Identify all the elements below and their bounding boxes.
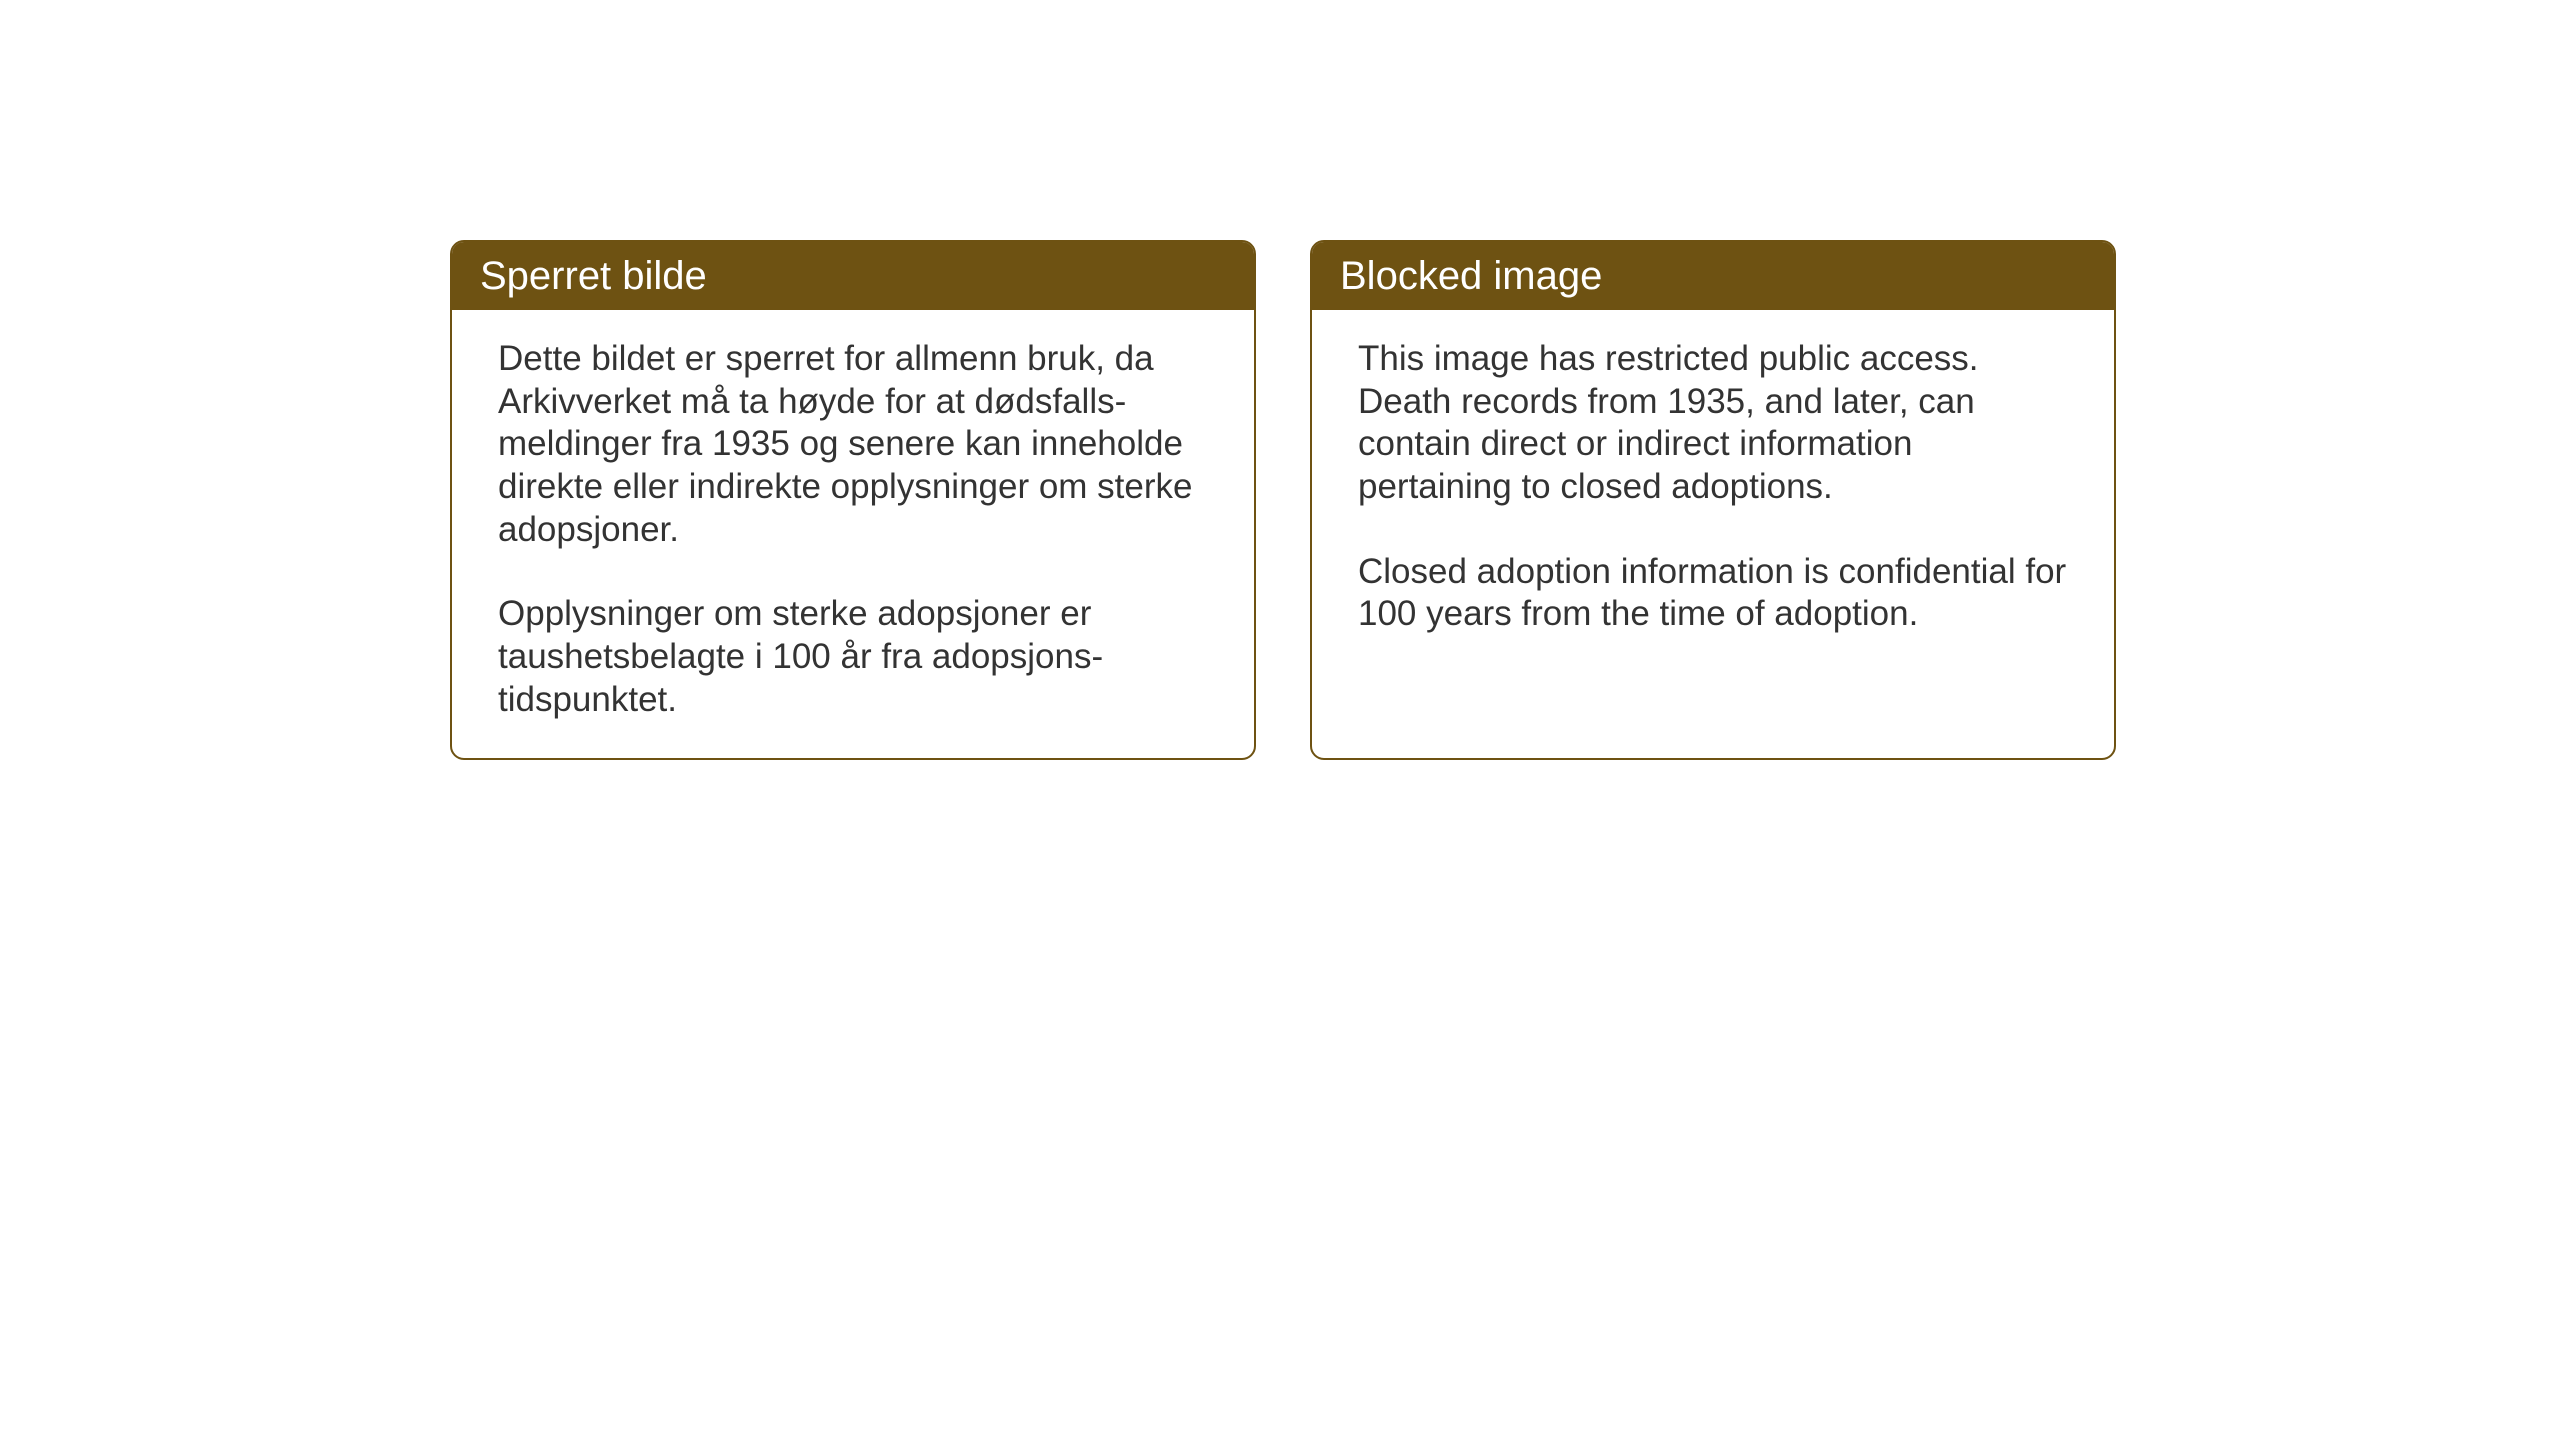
card-body: This image has restricted public access.… (1312, 310, 2114, 730)
card-paragraph: Dette bildet er sperret for allmenn bruk… (498, 338, 1208, 551)
norwegian-notice-card: Sperret bilde Dette bildet er sperret fo… (450, 240, 1256, 760)
cards-container: Sperret bilde Dette bildet er sperret fo… (0, 0, 2560, 760)
card-title: Blocked image (1312, 242, 2114, 310)
english-notice-card: Blocked image This image has restricted … (1310, 240, 2116, 760)
card-paragraph: Opplysninger om sterke adopsjoner er tau… (498, 593, 1208, 721)
card-title: Sperret bilde (452, 242, 1254, 310)
card-paragraph: Closed adoption information is confident… (1358, 551, 2068, 636)
card-body: Dette bildet er sperret for allmenn bruk… (452, 310, 1254, 758)
card-paragraph: This image has restricted public access.… (1358, 338, 2068, 509)
